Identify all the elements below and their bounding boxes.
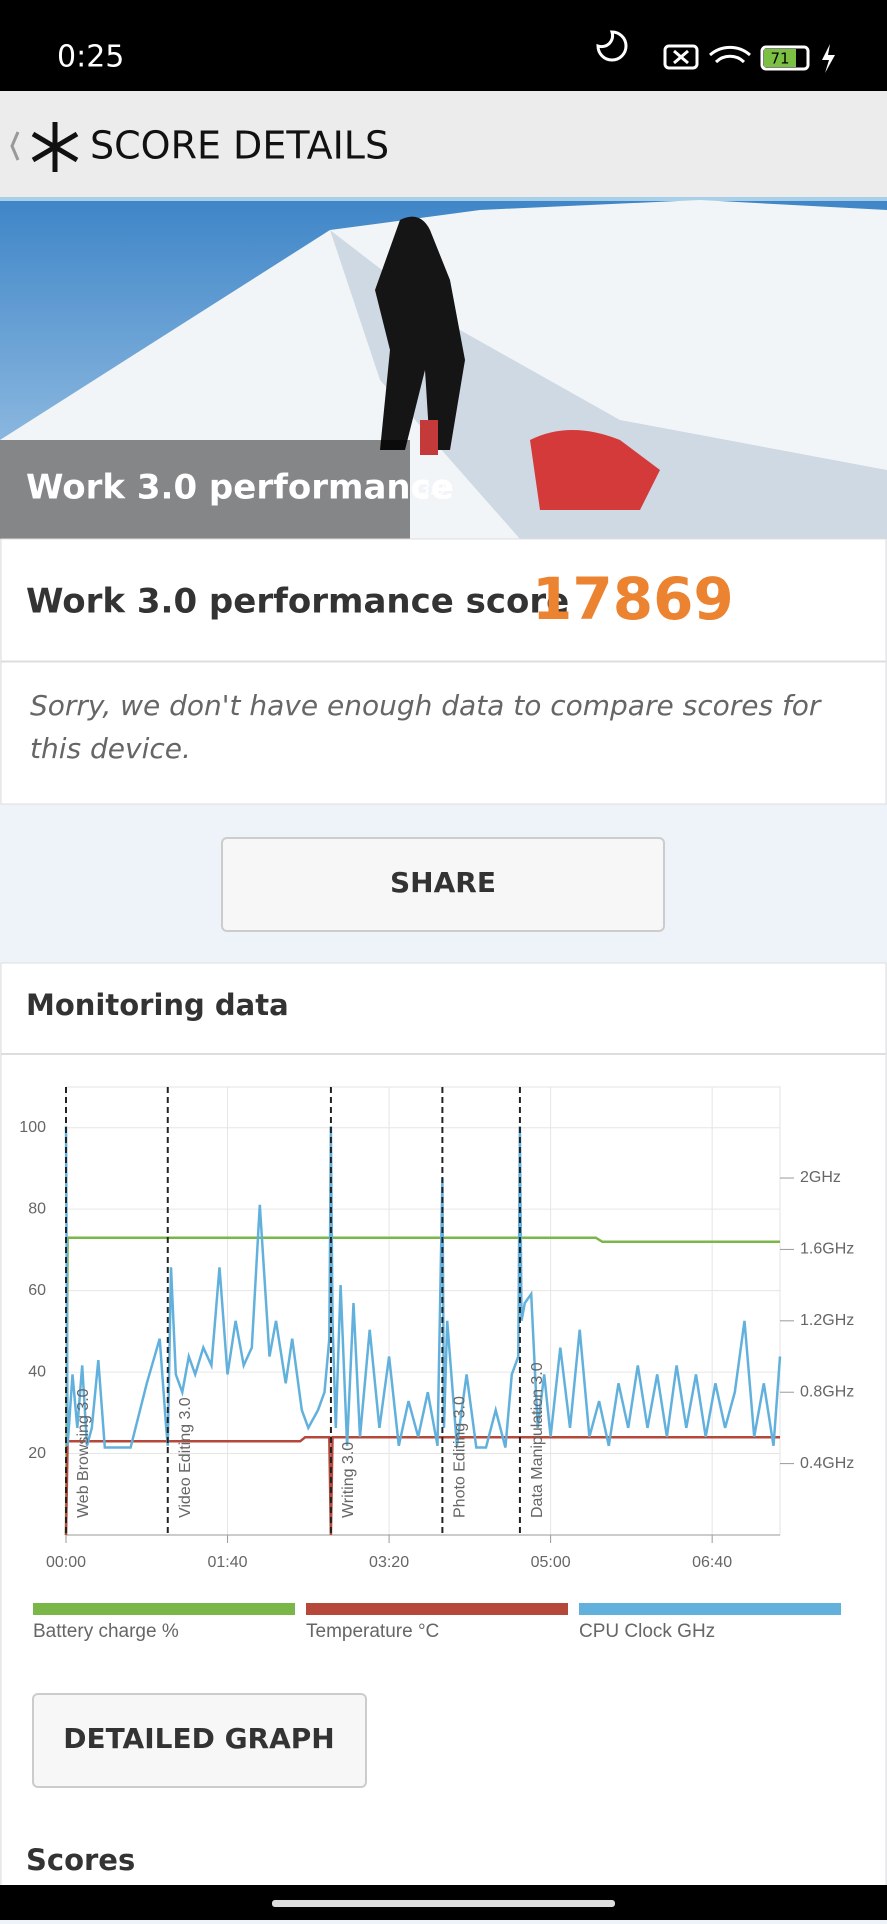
series-line [64,1126,782,1449]
legend-label: Battery charge % [33,1621,179,1642]
battery-text: 71 [770,50,789,68]
charging-icon [822,44,835,73]
back-icon[interactable] [10,131,20,161]
x-tick-label: 01:40 [208,1554,248,1571]
page-title: SCORE DETAILS [90,124,389,168]
status-icons [596,30,810,71]
y-tick-label: 60 [28,1282,46,1299]
share-label[interactable]: SHARE [390,866,496,899]
legend-swatch [579,1603,841,1615]
legend-label: Temperature °C [306,1621,439,1642]
x-tick-label: 05:00 [531,1554,571,1571]
x-tick-label: 00:00 [46,1554,86,1571]
legend-label: CPU Clock GHz [579,1621,715,1642]
y-tick-label: 100 [19,1119,46,1136]
phase-label: Video Editing 3.0 [177,1397,194,1518]
chart: 20 40 60 80 100 0.4GHz 0.8GHz 1.2GHz 1.6GHz 2GHz 0… [19,1086,854,1642]
y2-tick-label: 0.8GHz [800,1383,854,1400]
score-label: Work 3.0 performance score [26,582,569,622]
hero-caption: Work 3.0 performance [26,468,454,508]
logo [31,122,79,172]
score-value: 17869 [532,565,734,633]
series-line [64,1436,780,1536]
home-indicator[interactable] [272,1900,615,1907]
message: Sorry, we don't have enough data to comp… [30,689,821,765]
hero-image [0,200,887,539]
clock: 0:25 [57,40,124,75]
legend-swatch [33,1603,295,1615]
phase-label: Writing 3.0 [340,1442,357,1518]
share-button[interactable] [221,837,665,932]
y2-tick-label: 1.6GHz [800,1241,854,1258]
monitoring-title: Monitoring data [26,988,289,1022]
phase-label: Data Manipulation 3.0 [529,1362,546,1518]
y2-tick-label: 1.2GHz [800,1312,854,1329]
app-bar [0,91,887,198]
y-tick-label: 20 [28,1445,46,1462]
phase-label: Web Browsing 3.0 [75,1388,92,1518]
legend-swatch [306,1603,568,1615]
detailed-label[interactable]: DETAILED GRAPH [63,1722,335,1755]
message-box [0,661,887,805]
status-bar [0,0,887,91]
scores-heading: Scores [26,1843,135,1877]
y2-tick-label: 2GHz [800,1169,841,1186]
x-tick-label: 06:40 [692,1554,732,1571]
hero-version: 3.0 [420,480,445,499]
divider [0,197,887,201]
y2-tick-label: 0.4GHz [800,1455,854,1472]
score-row [0,538,887,662]
message-wrap: Sorry, we don't have enough data to comp… [30,689,821,765]
detailed-button[interactable] [32,1693,367,1788]
x-tick-label: 03:20 [369,1554,409,1571]
y-tick-label: 80 [28,1200,46,1217]
phase-label: Photo Editing 3.0 [452,1396,469,1518]
y-tick-label: 40 [28,1363,46,1380]
battery-level [764,49,796,67]
